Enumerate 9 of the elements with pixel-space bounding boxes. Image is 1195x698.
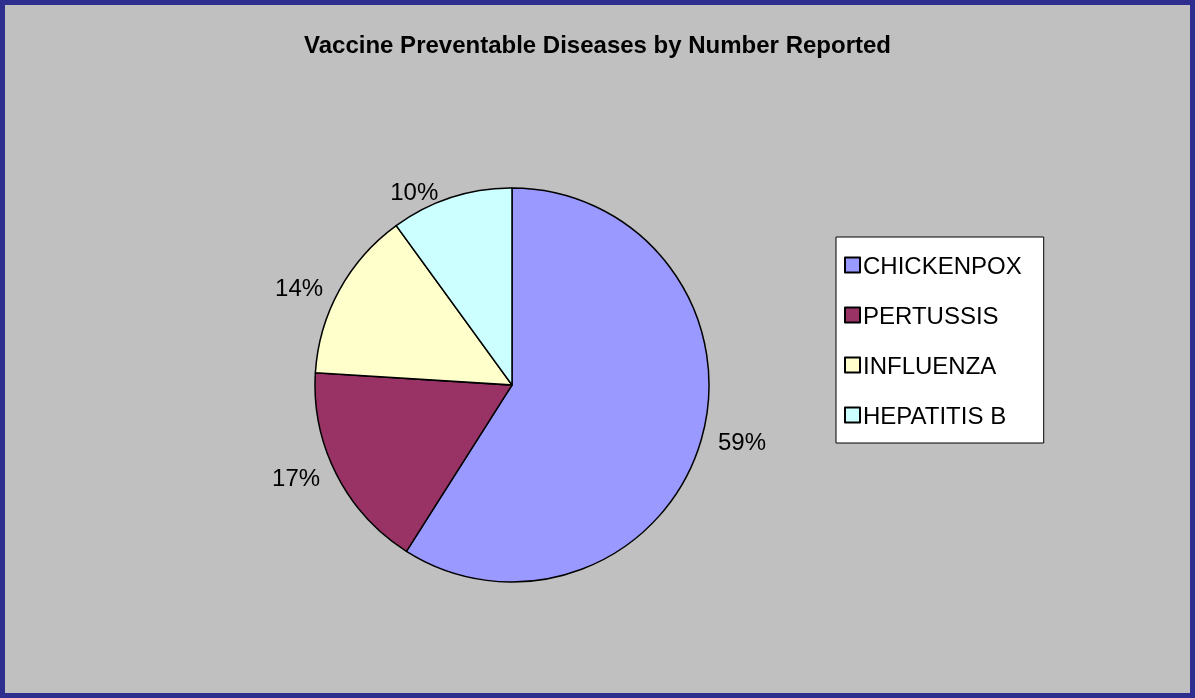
data-label: 14% <box>275 273 324 301</box>
legend-label: HEPATITIS B <box>863 401 1007 429</box>
legend-label: CHICKENPOX <box>863 251 1022 279</box>
data-label: 59% <box>717 428 766 456</box>
data-label: 17% <box>272 463 321 491</box>
chart-title: Vaccine Preventable Diseases by Number Reported <box>304 30 891 58</box>
legend-label: INFLUENZA <box>863 351 997 379</box>
data-label: 10% <box>390 178 439 206</box>
legend-label: PERTUSSIS <box>863 301 999 329</box>
